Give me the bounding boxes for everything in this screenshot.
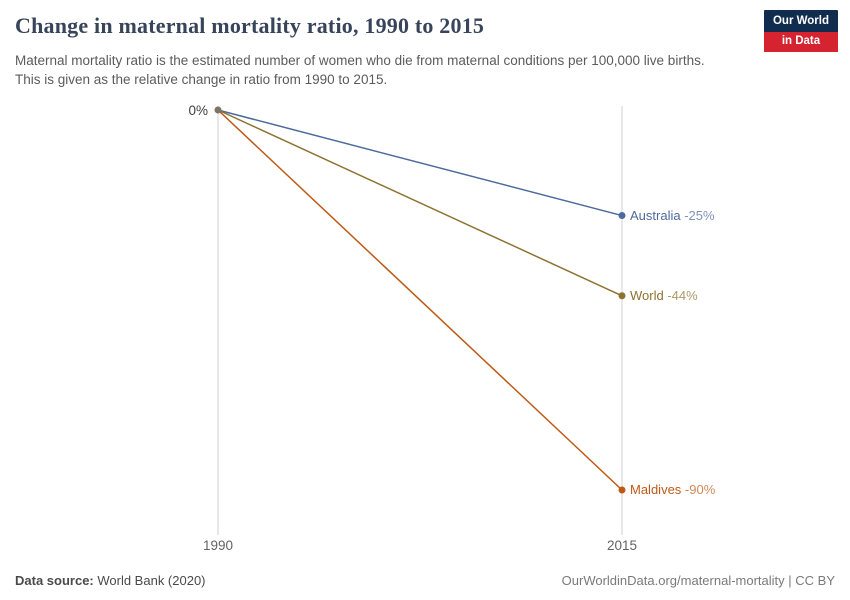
entity-value: -25%: [680, 207, 715, 223]
entity-label-world[interactable]: World -44%: [630, 288, 698, 304]
x-tick-1990: 1990: [202, 538, 234, 553]
owid-logo[interactable]: Our World in Data: [763, 10, 838, 52]
data-source-label: Data source:: [15, 573, 94, 588]
entity-value: -44%: [663, 287, 698, 303]
entity-name: World: [630, 287, 664, 303]
logo-line1: Our World: [772, 15, 829, 27]
data-source-value: World Bank (2020): [93, 573, 206, 588]
entity-label-maldives[interactable]: Maldives -90%: [630, 482, 715, 498]
x-tick-2015: 2015: [606, 538, 638, 553]
data-source: Data source: World Bank (2020): [15, 573, 206, 588]
entity-name: Australia: [630, 207, 681, 223]
end-point-world: [618, 292, 626, 300]
logo-line2: in Data: [763, 31, 838, 52]
slope-line-australia[interactable]: [217, 109, 623, 217]
credit-line[interactable]: OurWorldinData.org/maternal-mortality | …: [561, 573, 835, 588]
end-point-australia: [618, 212, 626, 220]
slope-line-maldives[interactable]: [217, 109, 623, 491]
start-point: [214, 106, 222, 114]
entity-value: -90%: [681, 482, 716, 497]
slope-line-world[interactable]: [217, 109, 623, 297]
chart-footer: Data source: World Bank (2020) OurWorldi…: [15, 573, 835, 588]
entity-label-australia[interactable]: Australia -25%: [630, 208, 715, 224]
chart-subtitle: Maternal mortality ratio is the estimate…: [15, 53, 705, 87]
end-point-maldives: [618, 486, 626, 494]
entity-name: Maldives: [630, 482, 682, 497]
chart-title: Change in maternal mortality ratio, 1990…: [15, 13, 485, 38]
y-zero-tick-label: 0%: [188, 103, 208, 118]
